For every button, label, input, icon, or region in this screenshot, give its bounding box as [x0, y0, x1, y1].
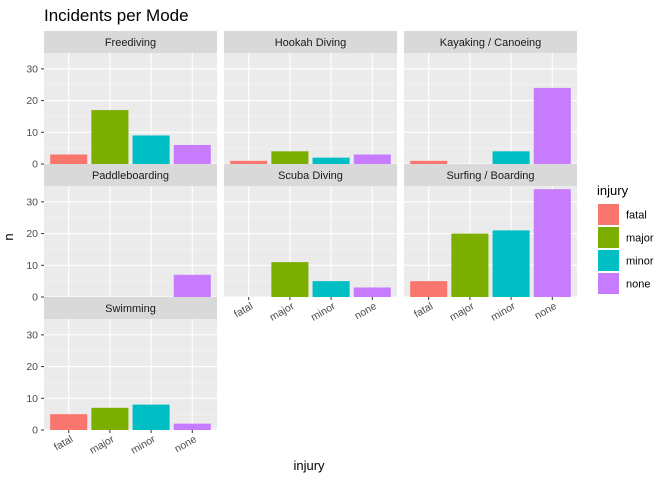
facet-strip-label: Swimming	[105, 303, 156, 315]
y-tick-label: 20	[26, 361, 38, 373]
legend-key-minor	[598, 250, 619, 271]
legend-key-none	[598, 273, 619, 294]
bar-minor	[312, 281, 350, 297]
y-tick-label: 30	[26, 329, 38, 341]
bar-none	[173, 423, 211, 430]
x-tick-label: major	[268, 300, 297, 324]
facet-panel-scuba-diving: Scuba Diving fatal major minor none	[224, 164, 397, 324]
facet-strip-label: Scuba Diving	[278, 170, 343, 182]
x-tick-label: minor	[489, 300, 518, 324]
y-tick-label: 10	[26, 127, 38, 139]
facet-strip	[224, 164, 397, 186]
panel-background	[44, 319, 217, 430]
bar-fatal	[410, 160, 448, 164]
facet-strip	[404, 31, 577, 53]
facet-strip-label: Hookah Diving	[275, 37, 347, 49]
bar-none	[533, 87, 571, 164]
bar-minor	[132, 404, 170, 430]
facet-panel-paddleboarding: Paddleboarding 0 10 20 30	[26, 164, 217, 304]
legend-label-major: major	[626, 233, 654, 245]
x-tick-label: major	[88, 433, 117, 457]
x-tick-label: none	[173, 433, 199, 455]
bar-minor	[492, 151, 530, 164]
bar-major	[451, 233, 489, 297]
facet-panel-hookah-diving: Hookah Diving	[224, 31, 397, 167]
bar-major	[271, 262, 309, 297]
legend: injury fatal major minor none	[597, 183, 654, 294]
bar-none	[353, 287, 391, 297]
legend-label-fatal: fatal	[626, 210, 647, 222]
facet-strip-label: Kayaking / Canoeing	[440, 37, 542, 49]
bar-fatal	[50, 414, 88, 430]
panel-background	[224, 53, 397, 164]
facet-strip-label: Paddleboarding	[92, 170, 169, 182]
x-axis-title: injury	[293, 458, 325, 473]
x-tick-label: none	[353, 300, 379, 322]
y-tick-label: 10	[26, 393, 38, 405]
facet-panel-freediving: Freediving 0 10 20 30	[26, 31, 217, 171]
legend-label-minor: minor	[626, 256, 654, 268]
bar-minor	[492, 230, 530, 297]
y-tick-label: 20	[26, 95, 38, 107]
y-tick-label: 0	[32, 425, 38, 437]
legend-label-none: none	[626, 279, 650, 291]
facet-strip	[44, 164, 217, 186]
facet-strip	[44, 31, 217, 53]
facet-strip-label: Surfing / Boarding	[446, 170, 534, 182]
y-tick-label: 0	[32, 159, 38, 171]
bar-major	[91, 407, 129, 430]
y-tick-label: 30	[26, 63, 38, 75]
legend-title: injury	[597, 183, 629, 198]
bar-major	[271, 151, 309, 164]
x-tick-label: minor	[129, 433, 158, 457]
bar-major	[91, 110, 129, 164]
y-axis-title: n	[1, 233, 16, 240]
bar-none	[173, 144, 211, 164]
panel-background	[224, 186, 397, 297]
facet-strip	[44, 297, 217, 319]
bar-fatal	[410, 281, 448, 297]
bar-fatal	[50, 154, 88, 164]
y-tick-label: 20	[26, 228, 38, 240]
facet-panel-kayaking-canoeing: Kayaking / Canoeing	[404, 31, 577, 167]
bar-none	[533, 189, 571, 297]
y-tick-label: 30	[26, 196, 38, 208]
chart-title: Incidents per Mode	[44, 6, 189, 25]
bar-minor	[312, 157, 350, 164]
facet-panel-swimming: Swimming 0 10 20 30 fatal major minor none	[26, 297, 217, 457]
y-tick-label: 0	[32, 292, 38, 304]
bar-fatal	[230, 160, 268, 164]
facet-panel-surfing-boarding: Surfing / Boarding fatal major minor none	[404, 164, 577, 324]
x-tick-label: minor	[309, 300, 338, 324]
legend-key-major	[598, 227, 619, 248]
bar-minor	[132, 135, 170, 164]
bar-none	[353, 154, 391, 164]
x-tick-label: fatal	[232, 300, 255, 320]
x-tick-label: fatal	[412, 300, 435, 320]
bar-none	[173, 274, 211, 297]
x-tick-label: none	[533, 300, 559, 322]
x-tick-label: major	[448, 300, 477, 324]
facet-strip	[224, 31, 397, 53]
legend-key-fatal	[598, 204, 619, 225]
x-tick-label: fatal	[52, 433, 75, 453]
facet-strip-label: Freediving	[105, 37, 156, 49]
facet-strip	[404, 164, 577, 186]
y-tick-label: 10	[26, 260, 38, 272]
facet-panels: Freediving 0 10 20 30 Hookah Diving Kayaking /…	[26, 31, 577, 457]
